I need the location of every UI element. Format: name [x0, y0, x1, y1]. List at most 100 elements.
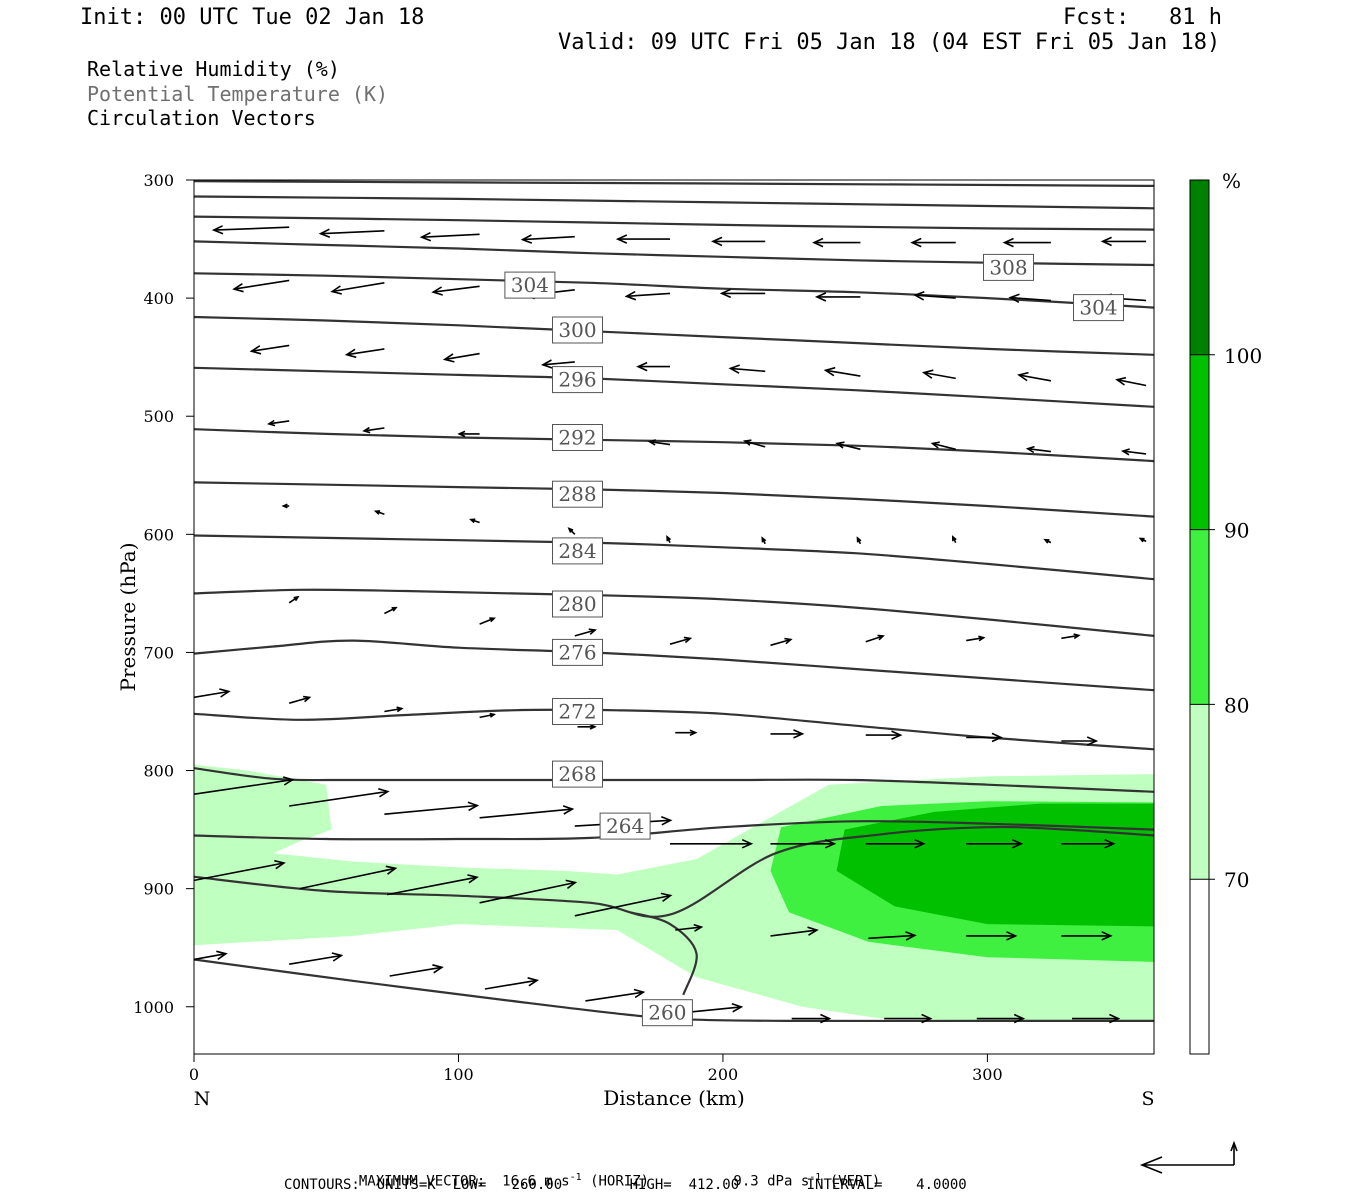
theta-label-text: 304 — [1079, 296, 1117, 320]
colorbar-label: 100 — [1224, 344, 1262, 368]
rh-title: Relative Humidity (%) — [87, 57, 340, 81]
wind-vector — [930, 441, 956, 451]
wind-vector — [266, 419, 290, 427]
theta-contour-316 — [194, 195, 1154, 210]
wind-vector — [289, 788, 390, 807]
wind-vector — [1017, 371, 1052, 382]
wind-vector — [666, 535, 672, 543]
theta-contour-268 — [194, 767, 1154, 793]
wind-vector — [442, 352, 480, 363]
wind-vector — [728, 364, 766, 374]
wind-vector — [457, 430, 480, 438]
wind-vector — [194, 776, 295, 795]
theta-label-text: 264 — [606, 814, 644, 838]
theta-contour-292 — [194, 428, 1154, 463]
wind-vector — [574, 628, 597, 637]
x-tick-label: 200 — [708, 1065, 739, 1084]
wind-vector — [289, 952, 344, 965]
theta-contour-300 — [194, 315, 1154, 356]
wind-vector — [484, 977, 540, 990]
wind-vector — [585, 988, 646, 1002]
wind-vector — [675, 729, 698, 737]
theta-label: 304 — [1073, 294, 1124, 322]
wind-vector — [624, 290, 671, 301]
theta-label-text: 292 — [558, 426, 596, 450]
wind-vector — [281, 503, 290, 509]
wind-vector — [1138, 537, 1147, 543]
theta-contour-272 — [194, 708, 1154, 751]
wind-vector — [577, 723, 597, 730]
theta-contour-284 — [194, 534, 1154, 581]
south-label: S — [1141, 1088, 1154, 1110]
colorbar-segment — [1190, 180, 1209, 355]
wind-vector — [540, 359, 575, 369]
wind-vector — [373, 510, 385, 515]
wind-vector — [1100, 236, 1147, 247]
y-tick-label: 500 — [143, 407, 174, 426]
theta-label: 308 — [983, 253, 1034, 281]
colorbar-segment — [1190, 879, 1209, 1054]
wind-vector — [615, 234, 670, 244]
wind-vector — [770, 926, 819, 937]
vectors-title: Circulation Vectors — [87, 106, 316, 130]
wind-vector — [1043, 538, 1052, 544]
wind-vector — [344, 348, 385, 359]
theta-label: 260 — [641, 999, 693, 1027]
wind-vector — [647, 439, 671, 446]
x-tick-label: 300 — [972, 1065, 1003, 1084]
wind-vector — [194, 950, 228, 961]
colorbar-frame — [1189, 179, 1210, 1055]
theta-contour-260-leg — [630, 911, 698, 996]
colorbar-label: 90 — [1224, 519, 1249, 543]
theta-contour-288 — [194, 481, 1154, 518]
max-vector-line: MAXIMUM VECTOR: 16.6 m s-1 (HORIZ) 9.3 d… — [342, 1159, 880, 1189]
wind-vector — [384, 706, 404, 713]
theta-label-text: 296 — [558, 368, 596, 392]
wind-vector — [288, 595, 300, 604]
theta-label-text: 260 — [648, 1001, 686, 1025]
colorbar-segment — [1190, 354, 1209, 530]
wind-vector — [770, 637, 793, 647]
wind-vector — [835, 441, 861, 451]
theta-contour-312 — [194, 215, 1154, 231]
wind-vector — [823, 366, 861, 377]
wind-vector — [951, 535, 957, 543]
wind-vector — [1008, 293, 1051, 304]
wind-vector — [384, 801, 480, 815]
wind-vector — [211, 225, 290, 235]
theta-label: 284 — [552, 537, 603, 565]
wind-vector — [913, 291, 956, 301]
theta-label-text: 272 — [558, 700, 596, 724]
wind-vector — [362, 426, 385, 434]
colorbar-label: 70 — [1224, 868, 1249, 892]
wind-vector — [288, 695, 312, 704]
wind-vector — [574, 892, 673, 917]
reference-vector-icon — [1139, 1140, 1238, 1174]
theta-label-text: 276 — [558, 640, 596, 664]
wind-vector — [249, 344, 290, 355]
wind-vector — [921, 369, 956, 380]
wind-vector — [770, 729, 805, 739]
theta-contour-296 — [194, 366, 1154, 408]
wind-vector — [966, 635, 986, 642]
wind-vector — [1072, 1013, 1121, 1024]
forecast-hour: Fcst: 81 h — [1063, 5, 1222, 30]
wind-vector — [479, 879, 578, 904]
theta-contour-280 — [194, 588, 1154, 637]
wind-vector — [1115, 376, 1147, 387]
north-label: N — [194, 1088, 211, 1110]
theta-label-text: 304 — [511, 273, 549, 297]
theta-label: 296 — [552, 366, 603, 394]
wind-vector — [966, 732, 1003, 743]
theta-label-text: 268 — [558, 762, 596, 786]
wind-vector — [389, 964, 444, 977]
wind-vector — [884, 1013, 933, 1024]
wind-vector — [910, 237, 956, 248]
theta-contour-264 — [194, 825, 1154, 918]
wind-vector — [520, 234, 575, 244]
x-axis-title: Distance (km) — [603, 1086, 745, 1110]
wind-vector — [330, 282, 385, 295]
wind-vector — [469, 518, 480, 524]
theta-contour-320 — [194, 180, 1154, 187]
wind-vector — [1025, 445, 1051, 454]
